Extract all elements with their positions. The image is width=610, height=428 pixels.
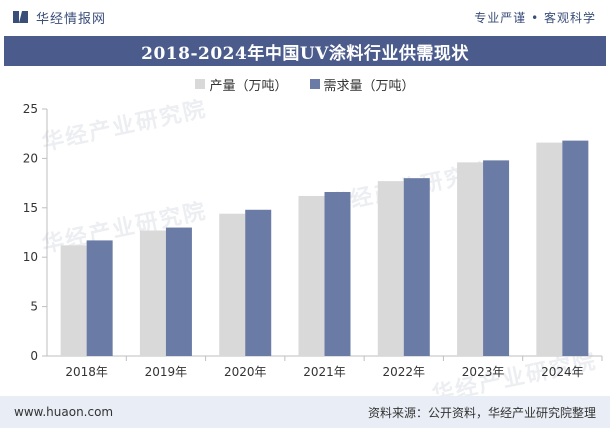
x-tick-label: 2023年 (462, 365, 505, 379)
logo-icon (13, 11, 28, 23)
bar-demand (245, 209, 272, 356)
footer: www.huaon.com 资料来源：公开资料，华经产业研究院整理 (0, 396, 610, 428)
footer-url: www.huaon.com (14, 405, 114, 419)
legend-item-production: 产量（万吨） (195, 75, 288, 94)
x-tick-label: 2024年 (541, 365, 584, 379)
x-tick-label: 2019年 (145, 365, 188, 379)
y-tick-label: 5 (30, 300, 38, 314)
top-bar: 华经情报网 专业严谨 • 客观科学 (0, 0, 610, 34)
legend-label-production: 产量（万吨） (209, 78, 288, 94)
y-tick-label: 25 (23, 102, 38, 116)
bar-production (536, 142, 563, 356)
bar-demand (165, 227, 192, 356)
legend-swatch-production (195, 79, 206, 89)
chart-title: 2018-2024年中国UV涂料行业供需现状 (141, 43, 469, 64)
brand-name: 华经情报网 (36, 11, 107, 27)
x-tick-label: 2018年 (65, 365, 108, 379)
brand: 华经情报网 (12, 8, 106, 27)
bar-demand (562, 140, 589, 356)
bar-production (139, 230, 166, 356)
y-tick-label: 10 (23, 250, 38, 264)
legend-item-demand: 需求量（万吨） (309, 75, 415, 94)
bar-production (219, 213, 246, 356)
footer-source: 资料来源：公开资料，华经产业研究院整理 (367, 405, 596, 420)
bar-production (60, 245, 87, 356)
chart-legend: 产量（万吨） 需求量（万吨） (0, 74, 610, 94)
chart-title-band: 2018-2024年中国UV涂料行业供需现状 (4, 36, 606, 66)
legend-swatch-demand (309, 79, 320, 89)
y-tick-label: 0 (30, 349, 38, 363)
tagline: 专业严谨 • 客观科学 (474, 10, 596, 25)
bar-production (298, 195, 325, 356)
bar-demand (403, 178, 430, 356)
bar-demand (86, 240, 113, 356)
y-tick-label: 15 (23, 201, 38, 215)
bar-demand (324, 191, 351, 356)
bar-demand (483, 160, 510, 356)
x-tick-label: 2022年 (383, 365, 426, 379)
bar-chart: 0 5 10 15 20 25 2018年 2019年 2020年 2021年 2022年 2023年… (23, 102, 603, 379)
y-tick-label: 20 (23, 151, 38, 165)
bar-production (457, 162, 484, 356)
x-tick-label: 2021年 (303, 365, 346, 379)
x-tick-label: 2020年 (224, 365, 267, 379)
bar-production (377, 181, 404, 356)
legend-label-demand: 需求量（万吨） (323, 78, 415, 94)
